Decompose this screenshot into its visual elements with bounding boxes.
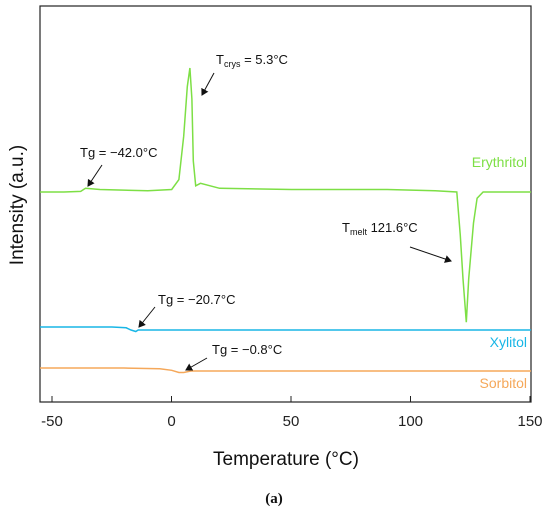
tg-erythritol-annotation: Tg = −42.0°C	[80, 145, 157, 187]
erythritol-label: Erythritol	[472, 154, 527, 170]
x-tick-label: -50	[41, 413, 63, 430]
tg-erythritol-arrow	[87, 164, 103, 187]
tcrys-label: Tcrys = 5.3°C	[216, 52, 288, 69]
sorbitol-label: Sorbitol	[480, 375, 527, 391]
x-axis: -50 0 50 100 150	[41, 396, 543, 430]
x-tick-label: 0	[167, 413, 175, 430]
tg-erythritol-label: Tg = −42.0°C	[80, 145, 157, 160]
plot-frame	[39, 5, 532, 403]
tg-xylitol-label: Tg = −20.7°C	[158, 292, 235, 307]
tmelt-annotation: Tmelt 121.6°C	[342, 220, 452, 263]
x-tick-label: 50	[283, 413, 300, 430]
erythritol-curve	[40, 67, 531, 323]
xylitol-curve	[40, 326, 531, 333]
tg-xylitol-arrow	[138, 306, 156, 328]
x-axis-title: Temperature (°C)	[213, 449, 359, 470]
xylitol-label: Xylitol	[490, 334, 527, 350]
tcrys-arrow	[201, 72, 215, 96]
sorbitol-curve	[40, 367, 531, 374]
tmelt-arrow	[409, 246, 452, 263]
figure-caption: (a)	[265, 491, 283, 507]
tcrys-annotation: Tcrys = 5.3°C	[201, 52, 288, 96]
tg-sorbitol-arrow	[185, 357, 208, 371]
tg-sorbitol-label: Tg = −0.8°C	[212, 342, 282, 357]
x-tick-label: 150	[517, 413, 542, 430]
x-tick-label: 100	[398, 413, 423, 430]
tg-xylitol-annotation: Tg = −20.7°C	[138, 292, 235, 328]
tg-sorbitol-annotation: Tg = −0.8°C	[185, 342, 282, 371]
tmelt-label: Tmelt 121.6°C	[342, 220, 418, 237]
y-axis-title: Intensity (a.u.)	[7, 145, 28, 265]
